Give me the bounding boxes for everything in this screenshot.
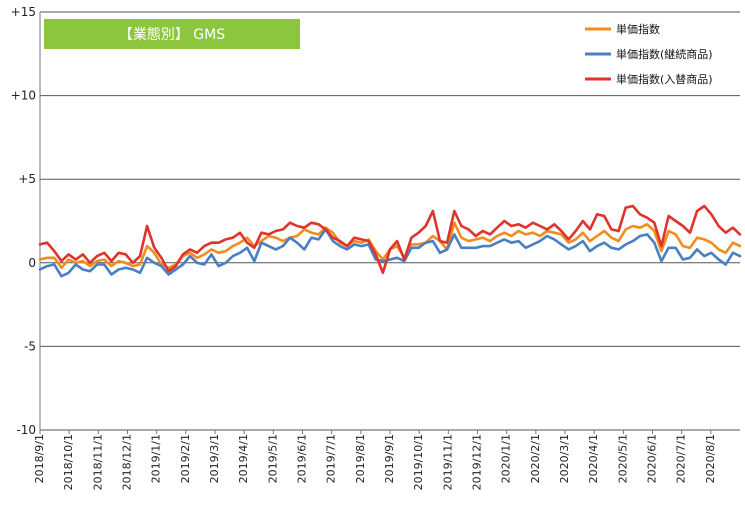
y-tick-label: +15 [11, 5, 36, 19]
legend-label: 単価指数(継続商品) [616, 47, 713, 61]
x-tick-label: 2019/12/1 [471, 434, 484, 490]
y-tick-label: +5 [18, 172, 36, 186]
x-tick-label: 2018/12/1 [121, 434, 134, 490]
series-line-1 [38, 228, 742, 278]
chart-title: 【業態別】 GMS [119, 27, 225, 43]
x-tick-label: 2020/3/1 [558, 434, 571, 483]
x-tick-label: 2020/8/1 [704, 434, 717, 483]
x-tick-label: 2018/10/1 [62, 434, 75, 490]
x-tick-label: 2020/5/1 [616, 434, 629, 483]
y-tick-label: 0 [28, 256, 36, 270]
x-tick-label: 2020/7/1 [675, 434, 688, 483]
x-tick-label: 2019/4/1 [237, 434, 250, 483]
chart-title-box: 【業態別】 GMS [44, 19, 300, 49]
legend-label: 単価指数 [616, 22, 660, 36]
x-tick-label: 2019/9/1 [383, 434, 396, 483]
x-tick-label: 2019/2/1 [179, 434, 192, 483]
x-tick-label: 2019/10/1 [412, 434, 425, 490]
y-tick-label: +10 [11, 89, 36, 103]
x-tick-label: 2019/5/1 [266, 434, 279, 483]
x-tick-label: 2019/11/1 [441, 434, 454, 490]
x-axis-tick-labels: 2018/9/1 2018/10/1 2018/11/1 2018/12/1 2019/… [33, 430, 717, 490]
x-tick-label: 2019/1/1 [150, 434, 163, 483]
x-tick-label: 2019/3/1 [208, 434, 221, 483]
y-tick-label: -10 [16, 423, 36, 437]
x-tick-label: 2019/8/1 [354, 434, 367, 483]
y-tick-label: -5 [24, 339, 36, 353]
x-tick-label: 2019/7/1 [325, 434, 338, 483]
legend-label: 単価指数(入替商品) [616, 72, 713, 86]
x-tick-label: 2019/6/1 [296, 434, 309, 483]
y-axis-tick-labels: +15 +10 +5 0 -5 -10 [11, 5, 36, 437]
x-tick-label: 2018/9/1 [33, 434, 46, 483]
x-tick-label: 2020/4/1 [587, 434, 600, 483]
x-tick-label: 2020/6/1 [646, 434, 659, 483]
series-lines [38, 204, 742, 278]
series-line-2 [38, 204, 742, 275]
x-tick-label: 2020/2/1 [529, 434, 542, 483]
x-tick-label: 2020/1/1 [500, 434, 513, 483]
x-tick-label: 2018/11/1 [91, 434, 104, 490]
